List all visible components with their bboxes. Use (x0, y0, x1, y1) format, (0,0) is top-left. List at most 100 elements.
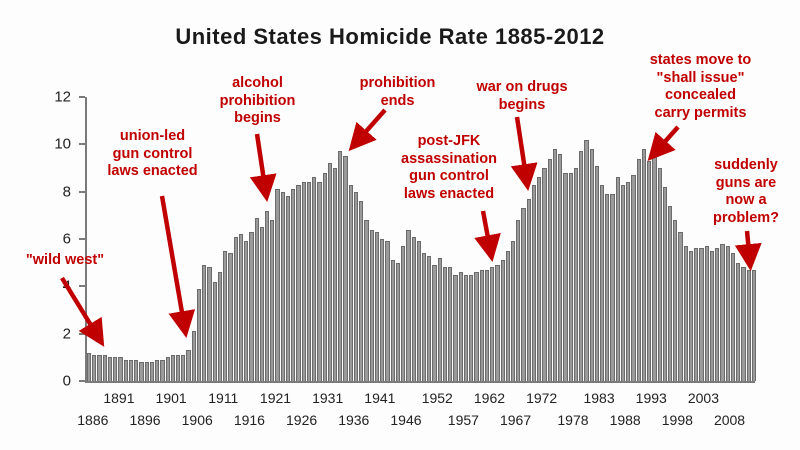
bar-1889 (107, 357, 113, 381)
bar-1982 (594, 165, 599, 381)
bar-1971 (537, 177, 542, 381)
x-tick-label: 1972 (526, 390, 558, 406)
bar-1996 (668, 205, 673, 381)
y-tick-mark (79, 96, 85, 98)
bar-1956 (458, 272, 463, 381)
bar-1919 (264, 210, 270, 381)
bar-1923 (285, 196, 291, 381)
x-tick-label: 1926 (286, 412, 318, 428)
y-tick-mark (79, 190, 85, 193)
bar-1981 (589, 149, 594, 381)
bar-1891 (118, 357, 123, 381)
bar-1960 (479, 269, 484, 381)
bar-1951 (432, 265, 437, 381)
bar-1945 (401, 246, 406, 381)
bar-2012 (751, 269, 756, 381)
bar-1941 (380, 239, 385, 381)
bar-1952 (437, 257, 442, 381)
bar-1895 (139, 362, 144, 381)
bar-1929 (317, 182, 322, 381)
bar-1903 (181, 354, 186, 381)
bar-1942 (385, 241, 390, 381)
bar-1958 (469, 274, 474, 381)
bar-1959 (474, 272, 479, 381)
bar-1915 (244, 241, 249, 381)
bar-1907 (202, 265, 207, 381)
bar-1928 (312, 177, 317, 381)
bar-1885 (87, 352, 92, 381)
bar-1998 (678, 231, 683, 381)
x-tick-label: 1931 (312, 390, 344, 406)
x-tick-label: 1962 (473, 390, 506, 406)
y-tick-mark (79, 380, 85, 382)
x-tick-label: 1993 (635, 390, 667, 406)
bar-2003 (704, 246, 709, 381)
bar-1912 (228, 253, 233, 381)
bar-1990 (636, 158, 641, 381)
x-tick-label: 1946 (390, 412, 422, 428)
bar-1887 (97, 354, 102, 381)
bar-1968 (521, 208, 526, 381)
bar-1900 (165, 357, 170, 381)
bar-1991 (641, 149, 647, 381)
x-axis-labels-row1: 1891 1901 1911 1921 1931 1941 1952 1962 1972 1983… (85, 390, 753, 408)
bar-1994 (657, 168, 662, 381)
x-tick-label: 1906 (181, 412, 213, 428)
bar-1962 (490, 267, 495, 381)
bar-2011 (746, 269, 751, 381)
bar-1890 (113, 357, 118, 381)
bar-1964 (500, 260, 505, 381)
bar-1977 (568, 172, 573, 381)
bar-1894 (134, 359, 139, 381)
bar-1984 (605, 194, 610, 381)
bar-1954 (448, 267, 453, 381)
bar-1949 (422, 253, 427, 381)
y-tick-label: 6 (62, 230, 71, 248)
annotation-wild-west: "wild west" (25, 252, 105, 268)
bar-1985 (610, 194, 615, 381)
x-axis-labels-row2: 1886 1896 1906 1916 1926 1936 1946 1957 1967 1978… (77, 412, 753, 430)
bar-1963 (495, 265, 500, 381)
x-tick-label: 1921 (259, 390, 292, 406)
bar-1927 (306, 182, 312, 381)
x-tick-label: 2008 (713, 412, 746, 428)
bar-1892 (123, 359, 128, 381)
bar-1967 (516, 220, 521, 381)
x-tick-label: 1886 (77, 412, 109, 428)
bar-1936 (353, 191, 359, 381)
bar-1913 (233, 236, 238, 381)
bar-1909 (212, 281, 217, 381)
bar-1957 (463, 274, 469, 381)
bar-1898 (155, 359, 160, 381)
x-tick-label: 1911 (208, 390, 239, 406)
bar-1930 (322, 172, 327, 381)
bar-1976 (563, 172, 568, 381)
bar-1906 (196, 288, 202, 381)
bar-1943 (390, 260, 395, 381)
bar-2009 (736, 262, 741, 381)
bar-2010 (741, 267, 746, 381)
bar-1939 (369, 229, 374, 381)
bar-2004 (709, 250, 715, 381)
bar-1888 (102, 354, 107, 381)
bar-1922 (280, 191, 285, 381)
bar-1995 (662, 186, 668, 381)
bar-1910 (217, 272, 223, 381)
bar-1946 (406, 229, 411, 381)
bar-1925 (296, 184, 301, 381)
bar-1908 (207, 267, 212, 381)
bar-1899 (160, 359, 165, 381)
bar-1911 (223, 250, 228, 381)
bar-1901 (170, 354, 175, 381)
x-tick-label: 1916 (233, 412, 265, 428)
bar-1944 (395, 262, 401, 381)
bar-1989 (631, 175, 636, 381)
y-tick-label: 8 (62, 183, 71, 201)
bar-2005 (715, 248, 720, 381)
bar-1932 (333, 168, 338, 381)
plot-area (85, 97, 756, 383)
x-tick-label: 1896 (129, 412, 161, 428)
bar-2007 (725, 246, 730, 381)
annotation-war-on-drugs: war on drugs begins (476, 79, 568, 113)
